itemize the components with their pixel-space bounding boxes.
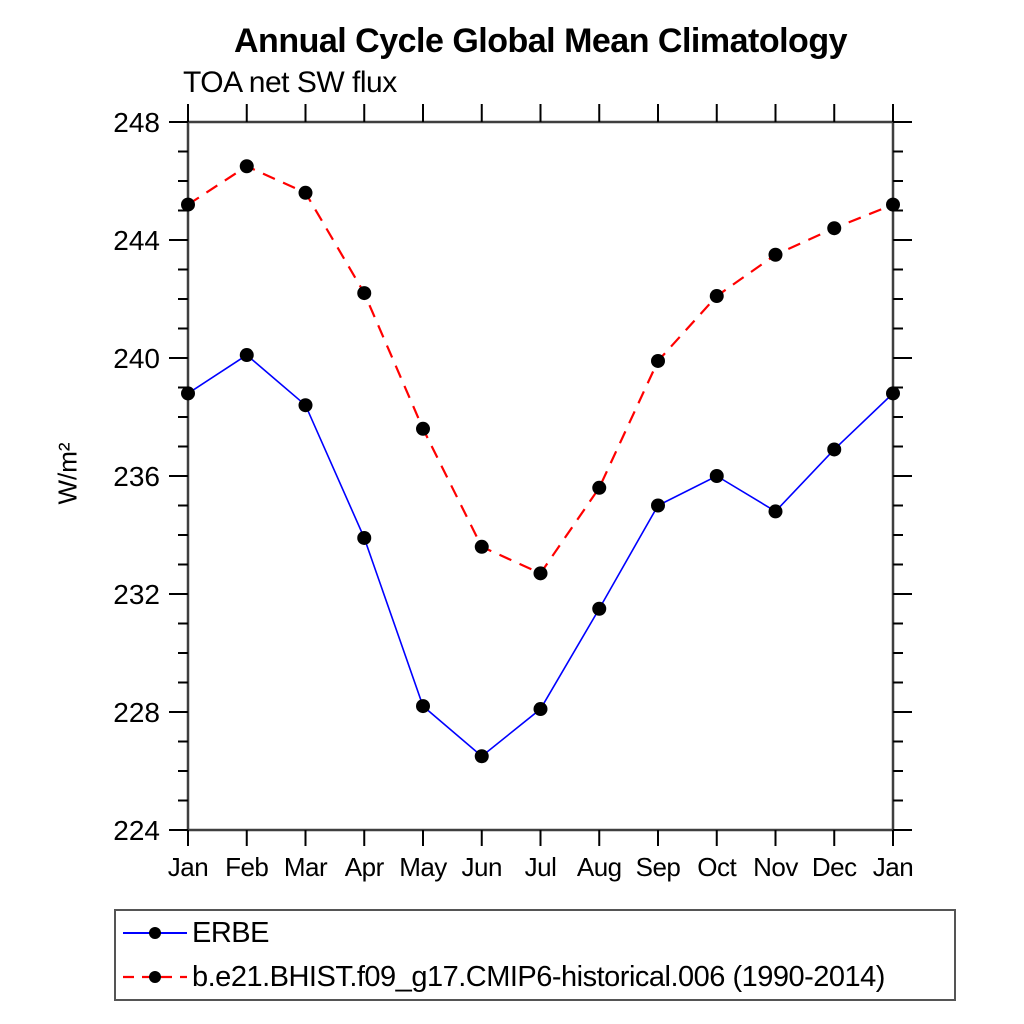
x-tick-label: Apr (345, 852, 385, 882)
data-point-marker-0 (416, 699, 430, 714)
data-point-marker-0 (239, 348, 254, 363)
legend-line-sample-model (123, 971, 187, 983)
data-point-marker-1 (357, 286, 372, 301)
x-tick-label: Dec (812, 852, 857, 882)
legend-row-model: b.e21.BHIST.f09_g17.CMIP6-historical.006… (116, 955, 954, 999)
x-tick-label: Aug (577, 852, 622, 882)
data-point-marker-0 (592, 601, 607, 616)
x-tick-label: Feb (225, 852, 268, 882)
y-tick-label: 236 (113, 461, 160, 492)
x-tick-label: Jan (168, 852, 208, 882)
legend-line-sample-erbe (123, 927, 187, 939)
series-line-1 (187, 164, 894, 575)
x-tick-label: Jul (525, 852, 557, 882)
data-point-marker-1 (416, 421, 430, 436)
x-tick-label: May (399, 852, 447, 882)
data-point-marker-1 (592, 480, 607, 495)
data-point-marker-1 (239, 159, 254, 174)
x-tick-label: Nov (753, 852, 798, 882)
data-point-marker-1 (651, 353, 665, 368)
x-tick-label: Oct (697, 852, 737, 882)
data-point-marker-0 (709, 469, 724, 483)
x-tick-label: Sep (636, 852, 681, 882)
y-tick-label: 244 (113, 225, 160, 256)
legend-marker-model (149, 971, 161, 983)
legend-label-model: b.e21.BHIST.f09_g17.CMIP6-historical.006… (192, 960, 885, 993)
legend-label-erbe: ERBE (192, 916, 269, 949)
legend-row-erbe: ERBE (116, 911, 954, 955)
data-point-marker-1 (827, 221, 842, 236)
data-point-marker-0 (768, 504, 783, 519)
data-point-marker-1 (181, 197, 195, 212)
plot-frame (186, 120, 895, 832)
data-point-marker-1 (768, 247, 783, 262)
y-tick-label: 224 (113, 815, 160, 846)
data-point-marker-1 (474, 539, 489, 554)
chart-subtitle: TOA net SW flux (183, 66, 397, 99)
x-tick-label: Mar (284, 852, 328, 882)
legend-box: ERBE b.e21.BHIST.f09_g17.CMIP6-historica… (114, 909, 956, 1001)
chart-title: Annual Cycle Global Mean Climatology (234, 22, 848, 60)
x-tick-label: Jan (873, 852, 913, 882)
y-tick-label: 232 (113, 579, 160, 610)
data-point-marker-0 (357, 530, 372, 545)
data-point-marker-0 (533, 702, 548, 717)
data-point-marker-1 (709, 289, 724, 304)
legend-marker-erbe (149, 927, 161, 939)
y-tick-label: 228 (113, 697, 160, 728)
data-point-marker-0 (181, 386, 195, 401)
data-point-marker-1 (886, 197, 900, 212)
data-point-marker-0 (827, 442, 842, 457)
y-tick-label: 248 (113, 107, 160, 138)
y-tick-label: 240 (113, 343, 160, 374)
series-line-0 (187, 354, 894, 758)
data-point-marker-1 (298, 185, 313, 200)
data-point-marker-0 (474, 749, 489, 764)
x-tick-label: Jun (462, 852, 502, 882)
data-point-marker-0 (298, 398, 313, 413)
data-point-marker-0 (886, 386, 900, 401)
data-point-marker-1 (533, 566, 548, 581)
data-point-marker-0 (651, 498, 665, 513)
